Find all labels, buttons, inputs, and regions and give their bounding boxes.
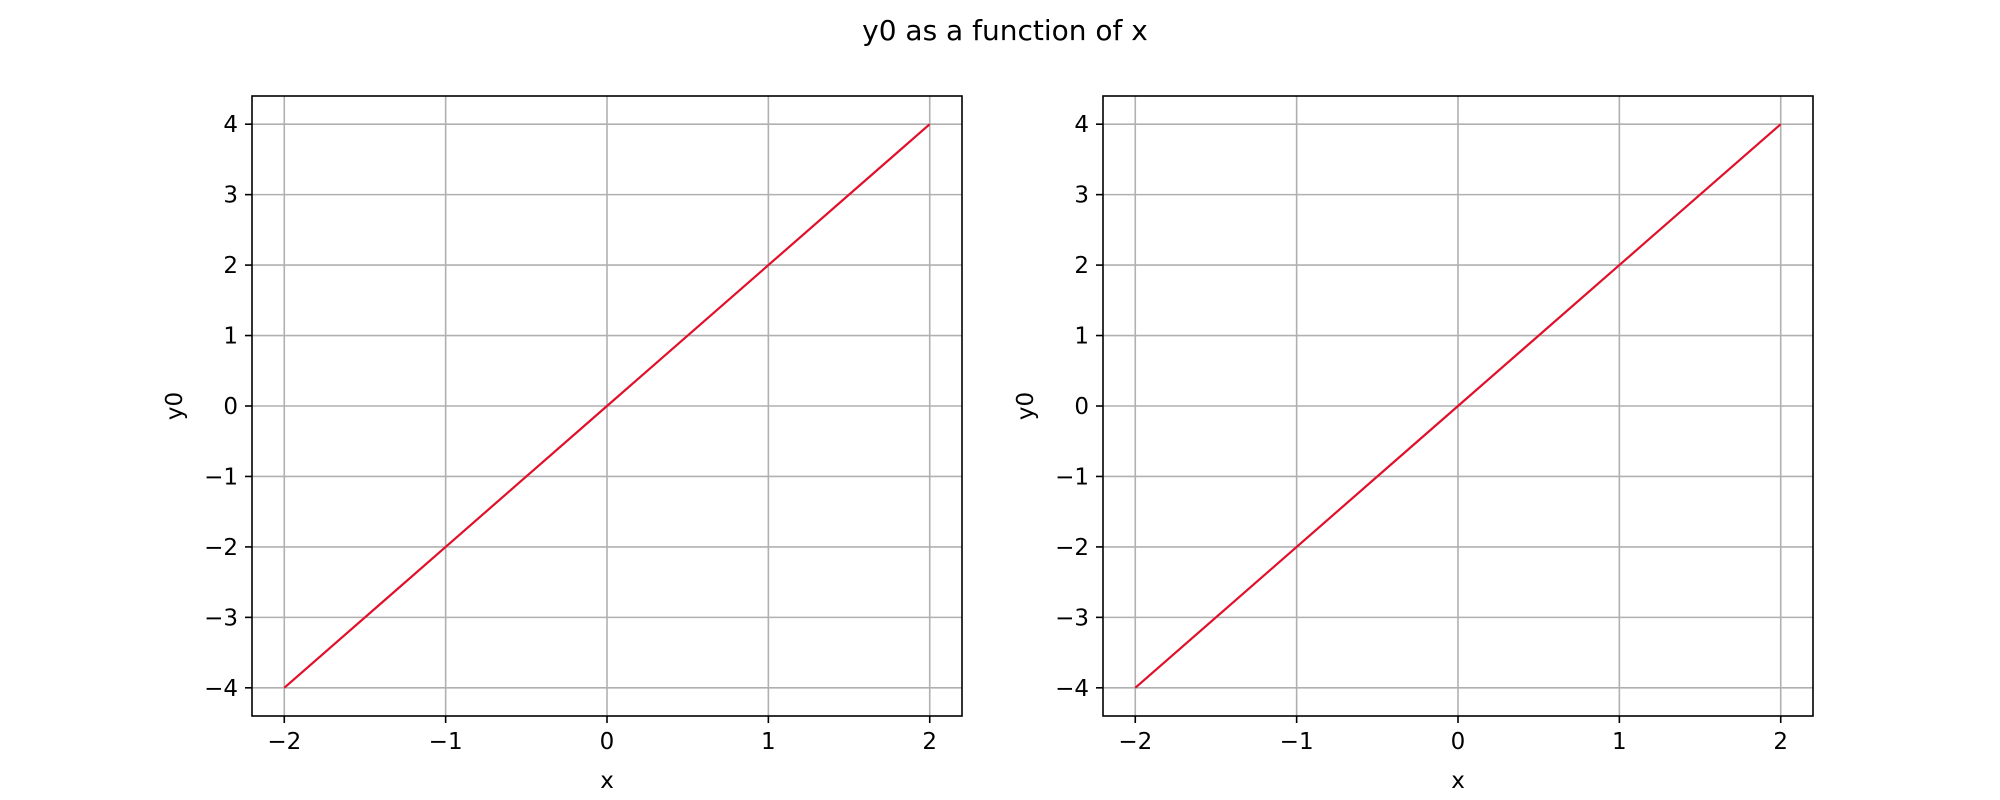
x-axis-label: x xyxy=(1451,768,1465,794)
y-tick-label: −4 xyxy=(1055,676,1089,702)
y-tick-label: 2 xyxy=(1074,253,1089,279)
y-axis-label: y0 xyxy=(162,392,188,420)
y-tick-label: 0 xyxy=(1074,394,1089,420)
y-tick-label: 4 xyxy=(223,112,238,138)
x-tick-label: 2 xyxy=(1773,729,1788,755)
y-tick-label: 0 xyxy=(223,394,238,420)
series-line xyxy=(1134,123,1782,689)
y-tick-label: 4 xyxy=(1074,112,1089,138)
y-tick-label: −2 xyxy=(204,535,238,561)
y-tick-label: −1 xyxy=(204,464,238,490)
x-tick-label: −1 xyxy=(429,729,463,755)
x-tick-label: 1 xyxy=(1612,729,1627,755)
y-tick-label: −3 xyxy=(204,605,238,631)
x-tick-label: 0 xyxy=(1451,729,1466,755)
subplot-1: −2 −1 0 1 2 −4 −3 −2 −1 0 1 2 3 4 x y0 xyxy=(162,95,963,794)
y-axis-label: y0 xyxy=(1013,392,1039,420)
x-tick-label: −1 xyxy=(1280,729,1314,755)
x-axis-label: x xyxy=(600,768,614,794)
subplot-2: −2 −1 0 1 2 −4 −3 −2 −1 0 1 2 3 4 x y0 xyxy=(1013,95,1814,794)
y-tick-label: 2 xyxy=(223,253,238,279)
x-tick-label: −2 xyxy=(1118,729,1152,755)
y-tick-label: −1 xyxy=(1055,464,1089,490)
y-tick-label: 1 xyxy=(1074,324,1089,350)
y-tick-label: −3 xyxy=(1055,605,1089,631)
figure-title: y0 as a function of x xyxy=(862,14,1148,47)
x-tick-label: 0 xyxy=(600,729,615,755)
x-tick-label: 1 xyxy=(761,729,776,755)
y-tick-label: −4 xyxy=(204,676,238,702)
y-tick-label: 3 xyxy=(223,183,238,209)
y-tick-label: 1 xyxy=(223,324,238,350)
series-line xyxy=(283,123,931,689)
x-tick-label: 2 xyxy=(922,729,937,755)
y-tick-label: −2 xyxy=(1055,535,1089,561)
y-tick-label: 3 xyxy=(1074,183,1089,209)
x-tick-label: −2 xyxy=(267,729,301,755)
